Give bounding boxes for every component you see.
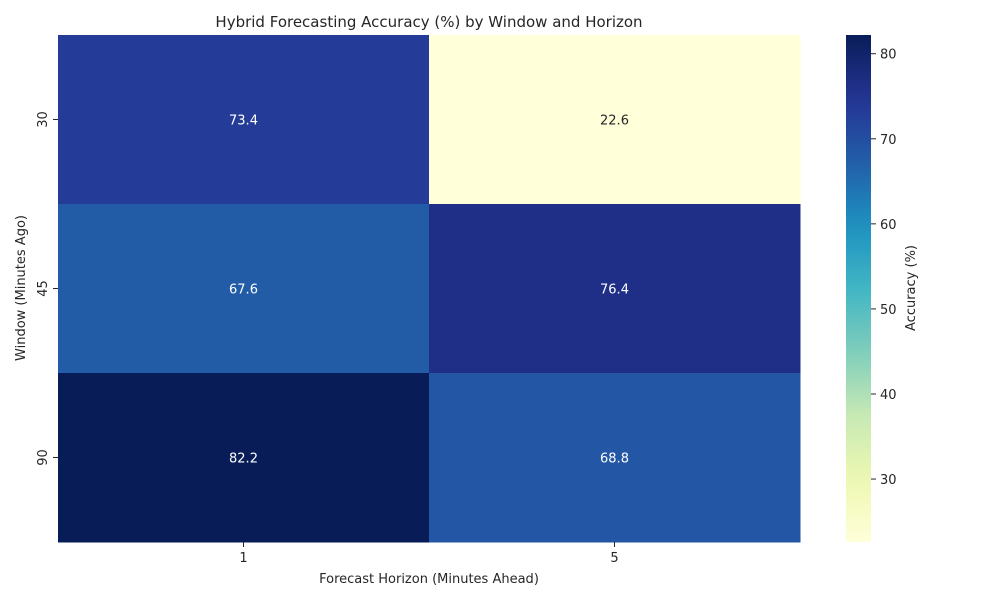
heatmap-cells: 73.4 22.6 67.6 76.4 82.2 68.8 (58, 35, 801, 543)
y-tick-label: 90 (36, 449, 51, 466)
y-tick-label: 45 (36, 280, 51, 297)
chart-title: Hybrid Forecasting Accuracy (%) by Windo… (215, 13, 642, 31)
colorbar-tick-label: 80 (880, 48, 897, 63)
colorbar-tick-label: 70 (880, 133, 897, 148)
colorbar-tick-label: 60 (880, 218, 897, 233)
heatmap-cell (429, 35, 801, 205)
x-tick-label: 1 (239, 551, 247, 566)
x-axis-label: Forecast Horizon (Minutes Ahead) (319, 572, 539, 587)
colorbar-tick-label: 30 (880, 473, 897, 488)
y-tick-label: 30 (36, 111, 51, 128)
colorbar-tick-label: 50 (880, 303, 897, 318)
heatmap-cell (58, 204, 430, 374)
heatmap-cell (58, 35, 430, 205)
colorbar-tick-label: 40 (880, 388, 897, 403)
cell-value-label: 22.6 (600, 114, 629, 129)
heatmap-cell (429, 204, 801, 374)
cell-value-label: 68.8 (600, 452, 629, 467)
heatmap-cell (429, 373, 801, 543)
x-tick-label: 5 (610, 551, 618, 566)
cell-value-label: 73.4 (229, 114, 258, 129)
colorbar (846, 35, 871, 542)
y-axis-ticks: 30 45 90 (36, 111, 58, 466)
cell-value-label: 82.2 (229, 452, 258, 467)
cell-value-label: 67.6 (229, 283, 258, 298)
heatmap-cell (58, 373, 430, 543)
colorbar-label: Accuracy (%) (904, 245, 919, 331)
y-axis-label: Window (Minutes Ago) (14, 215, 29, 361)
colorbar-ticks: 30 40 50 60 70 80 (871, 48, 897, 488)
cell-value-label: 76.4 (600, 283, 629, 298)
